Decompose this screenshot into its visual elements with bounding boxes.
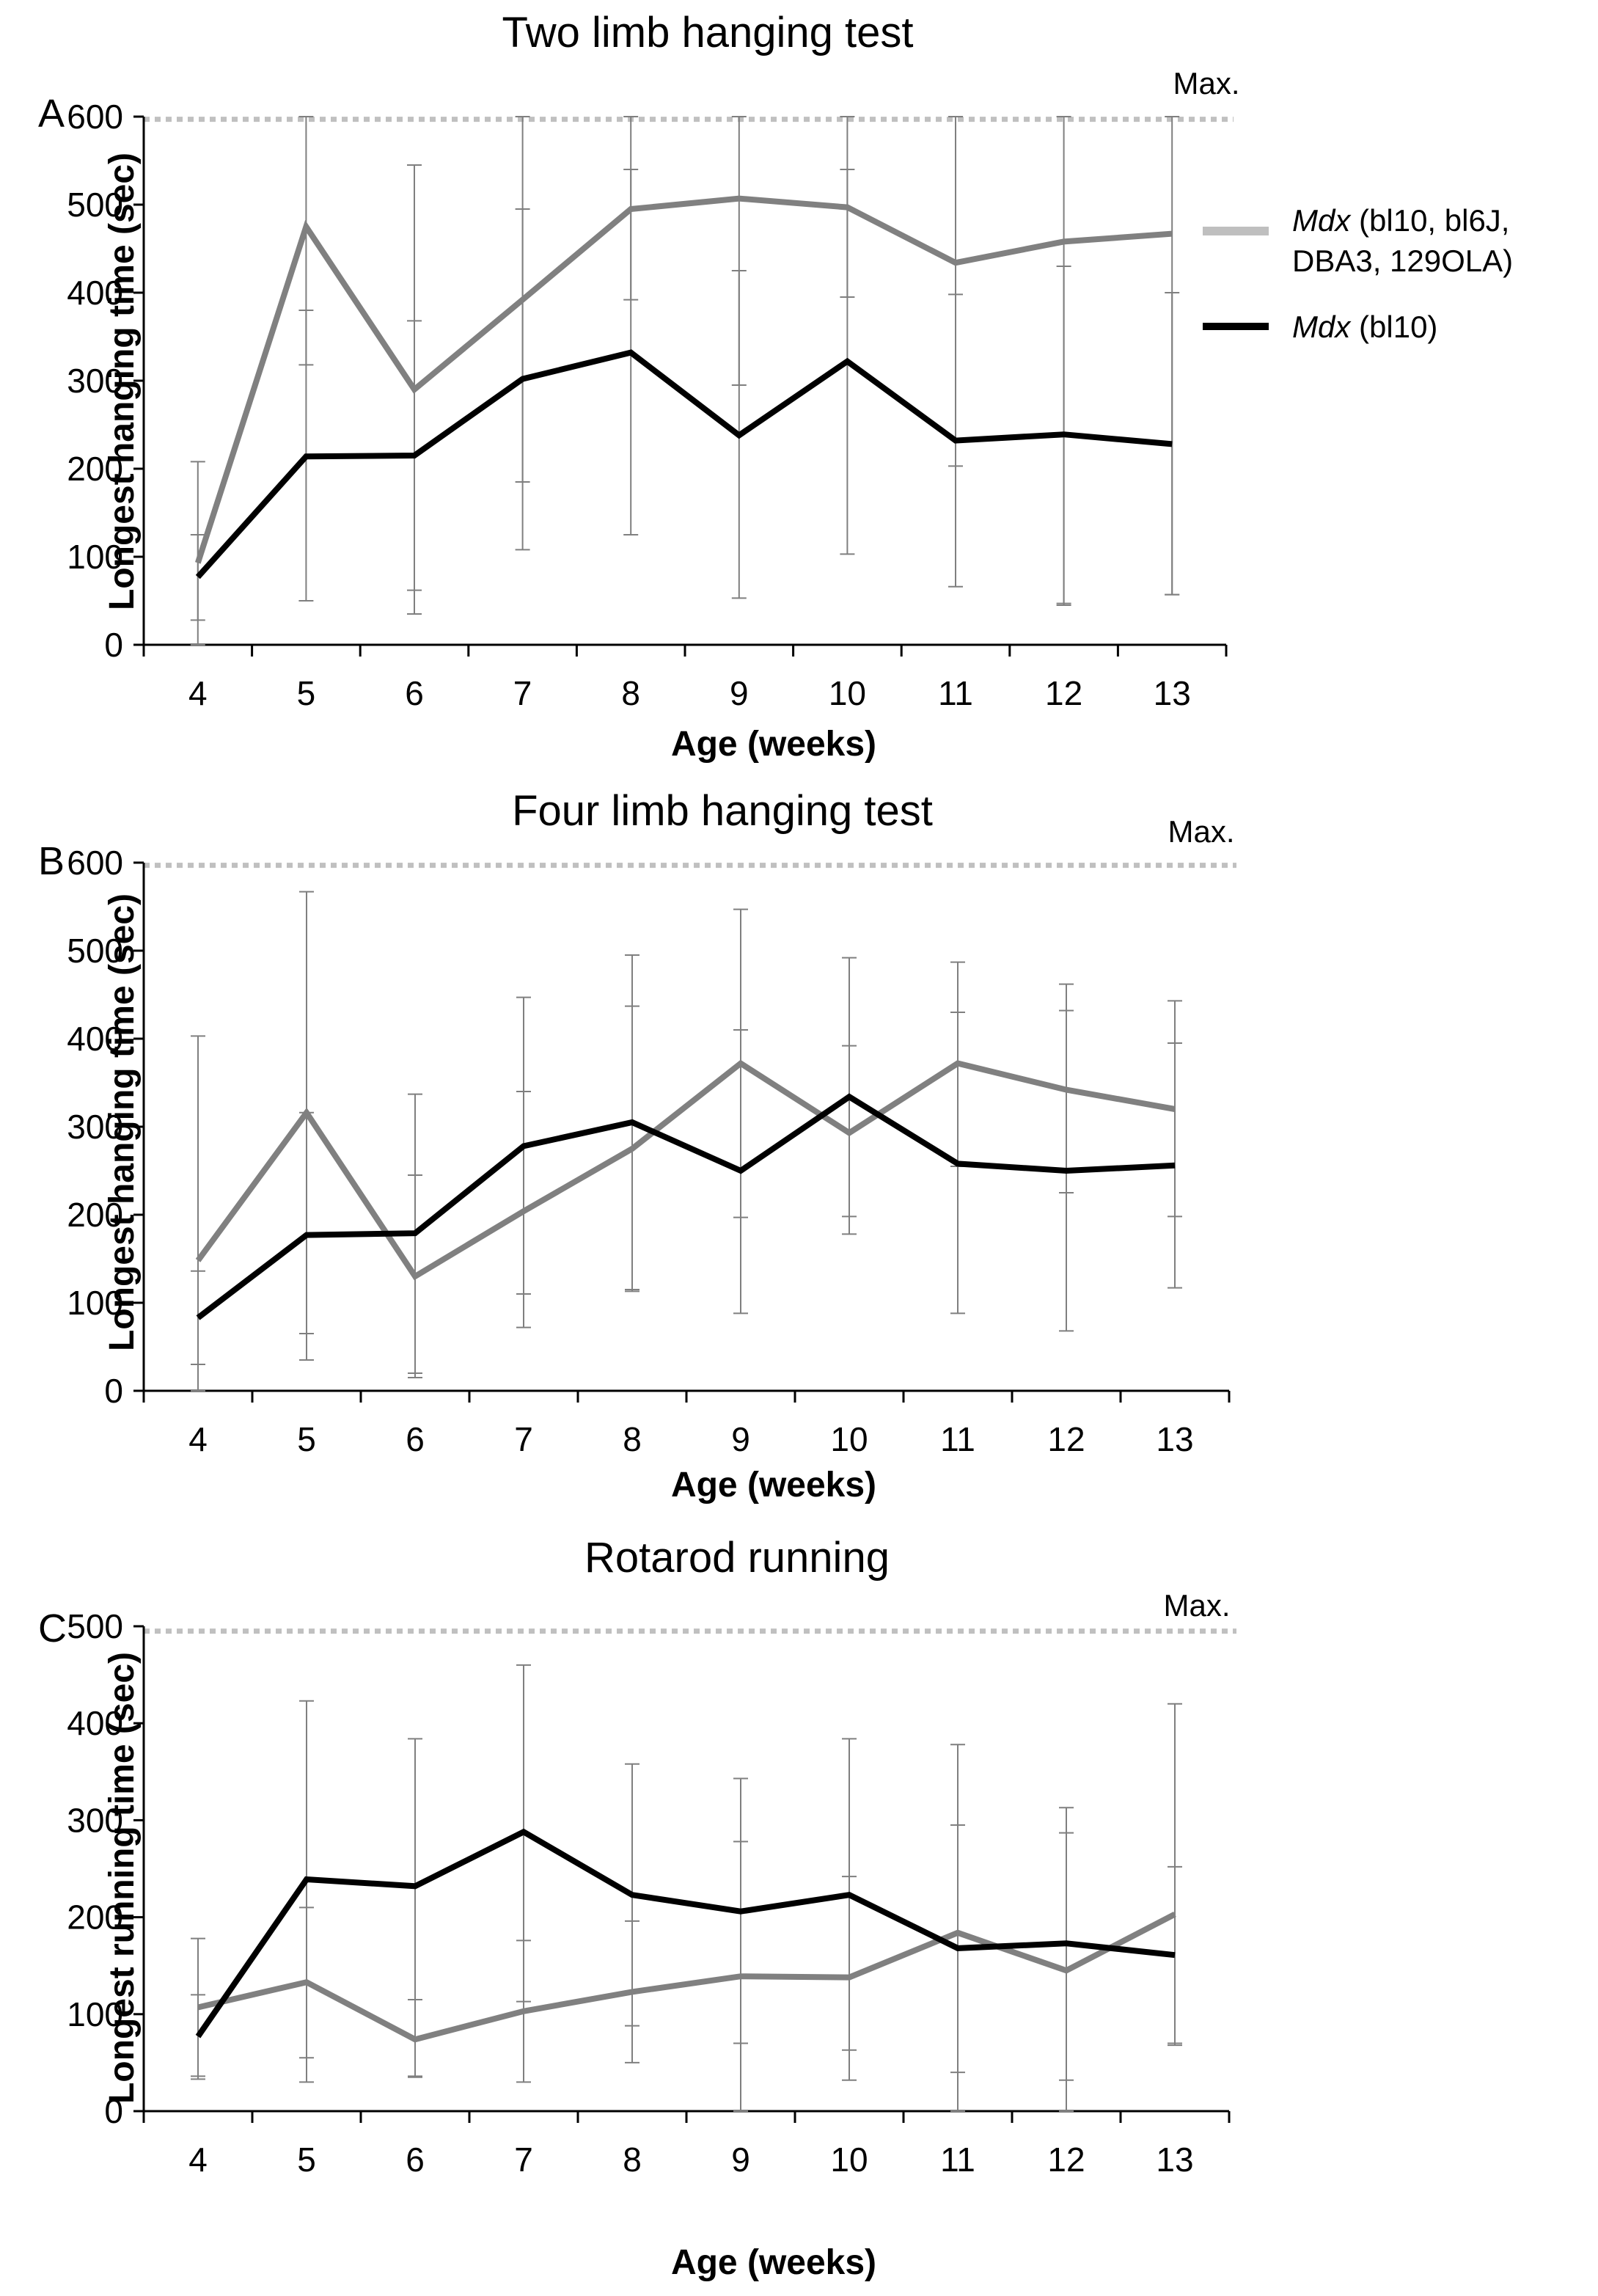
panel-a-max-label: Max.: [1173, 66, 1239, 100]
panel-c-x-tick-label: 12: [1047, 2140, 1085, 2179]
panel-b-y-tick-label: 300: [67, 1108, 123, 1146]
panel-a-y-tick-label: 0: [104, 626, 123, 664]
legend-label-gray-line1: Mdx (bl10, bl6J,: [1292, 203, 1509, 238]
panel-c-x-tick-label: 13: [1156, 2140, 1193, 2179]
panel-b-x-tick-label: 7: [514, 1420, 533, 1458]
panel-b-x-tick-label: 13: [1156, 1420, 1193, 1458]
panel-b-x-tick-label: 9: [731, 1420, 750, 1458]
panel-a-x-tick-label: 12: [1045, 674, 1082, 712]
panel-c-y-tick-label: 300: [67, 1801, 123, 1839]
panel-a-x-tick-label: 6: [405, 674, 424, 712]
panel-a-y-tick-label: 400: [67, 274, 123, 312]
panel-b: B Four limb hanging test Max. Longest ha…: [38, 787, 1236, 1505]
panel-c-y-tick-label: 500: [67, 1607, 123, 1645]
panel-c-y-tick-label: 200: [67, 1898, 123, 1937]
panel-a-title: Two limb hanging test: [502, 9, 914, 56]
panel-a-y-tick-label: 300: [67, 362, 123, 400]
panel-b-y-tick-label: 0: [104, 1372, 123, 1410]
panel-b-x-tick-label: 4: [188, 1420, 208, 1458]
panel-c: C Rotarod running Max. Longest running t…: [38, 1534, 1236, 2282]
panel-b-y-tick-label: 500: [67, 932, 123, 970]
legend-gray-rest: (bl10, bl6J,: [1350, 203, 1509, 238]
panel-c-plot: 0 100 200 300 400 500 4 5 6 7 8 9 10 11 12 13: [67, 1607, 1236, 2179]
panel-a-series-mdx-mixed-line: [194, 195, 1173, 564]
panel-letter-b: B: [38, 839, 65, 883]
legend-label-black: Mdx (bl10): [1292, 310, 1437, 344]
panel-c-x-tick-label: 7: [514, 2140, 533, 2179]
panel-c-x-tick-label: 4: [188, 2140, 208, 2179]
legend-black-rest: (bl10): [1350, 310, 1437, 344]
panel-a-x-tick-label: 8: [621, 674, 640, 712]
panel-c-x-tick-label: 8: [623, 2140, 642, 2179]
panel-c-x-axis-label: Age (weeks): [671, 2243, 876, 2282]
panel-b-x-tick-label: 11: [940, 1420, 975, 1458]
panel-c-x-tick-label: 10: [830, 2140, 868, 2179]
panel-b-plot: 0 100 200 300 400 500 600 4 5 6 7 8 9 10 11 12 13: [67, 844, 1236, 1458]
panel-b-y-tick-label: 400: [67, 1020, 123, 1058]
panel-a-x-tick-label: 11: [938, 674, 973, 712]
panel-a-x-tick-label: 9: [730, 674, 749, 712]
panel-b-x-tick-label: 10: [830, 1420, 868, 1458]
panel-a: A Two limb hanging test Max. Longest han…: [38, 9, 1240, 764]
panel-c-y-tick-label: 400: [67, 1704, 123, 1742]
legend-label-gray-line2: DBA3, 129OLA): [1292, 244, 1513, 278]
panel-b-series-mdx-bl10-line: [196, 1093, 1176, 1320]
legend-black-italic: Mdx: [1292, 310, 1352, 344]
panel-b-y-tick-label: 600: [67, 844, 123, 882]
panel-c-max-label: Max.: [1163, 1588, 1230, 1623]
panel-a-x-axis-label: Age (weeks): [671, 725, 876, 764]
panel-c-x-tick-label: 6: [406, 2140, 425, 2179]
panel-c-x-tick-label: 5: [297, 2140, 316, 2179]
panel-b-x-tick-label: 8: [623, 1420, 642, 1458]
panel-b-y-axis-label: Longest hanging time (sec): [103, 893, 142, 1351]
panel-b-y-tick-label: 100: [67, 1284, 123, 1322]
panel-b-y-tick-label: 200: [67, 1196, 123, 1234]
panel-b-x-tick-label: 5: [297, 1420, 316, 1458]
panel-c-y-tick-label: 0: [104, 2092, 123, 2130]
panel-c-y-axis-label: Longest running time (sec): [103, 1652, 142, 2104]
panel-c-y-tick-label: 100: [67, 1995, 123, 2033]
panel-c-series-mdx-bl10-line: [195, 1828, 1176, 2039]
panel-a-x-tick-label: 13: [1154, 674, 1191, 712]
panel-a-y-tick-label: 200: [67, 450, 123, 488]
panel-a-x-tick-label: 4: [188, 674, 208, 712]
panel-c-x-tick-label: 9: [731, 2140, 750, 2179]
panel-b-max-label: Max.: [1168, 814, 1234, 849]
panel-a-plot: 0 100 200 300 400 500 600 4 5 6 7 8 9 10 11 12 13: [67, 98, 1234, 712]
panel-c-x-tick-label: 11: [940, 2140, 975, 2179]
panel-letter-a: A: [38, 92, 65, 136]
panel-b-x-axis-label: Age (weeks): [671, 1466, 876, 1505]
panel-a-y-tick-label: 100: [67, 538, 123, 576]
legend: Mdx (bl10, bl6J, DBA3, 129OLA) Mdx (bl10…: [1203, 203, 1513, 344]
panel-a-x-tick-label: 7: [513, 674, 532, 712]
panel-c-title: Rotarod running: [584, 1534, 890, 1582]
panel-a-y-tick-label: 500: [67, 186, 123, 224]
panel-a-x-tick-label: 5: [297, 674, 316, 712]
panel-b-x-tick-label: 6: [406, 1420, 425, 1458]
panel-c-series-mdx-mixed-line: [197, 1912, 1176, 2043]
panel-b-series-mdx-mixed-line: [195, 1059, 1176, 1281]
panel-b-title: Four limb hanging test: [512, 787, 933, 835]
panel-a-series-mdx-bl10-line: [195, 349, 1173, 580]
panel-letter-c: C: [38, 1606, 67, 1650]
panel-a-y-tick-label: 600: [67, 98, 123, 136]
legend-gray-italic: Mdx: [1292, 203, 1352, 238]
panel-a-x-tick-label: 10: [829, 674, 866, 712]
panel-b-x-tick-label: 12: [1047, 1420, 1085, 1458]
